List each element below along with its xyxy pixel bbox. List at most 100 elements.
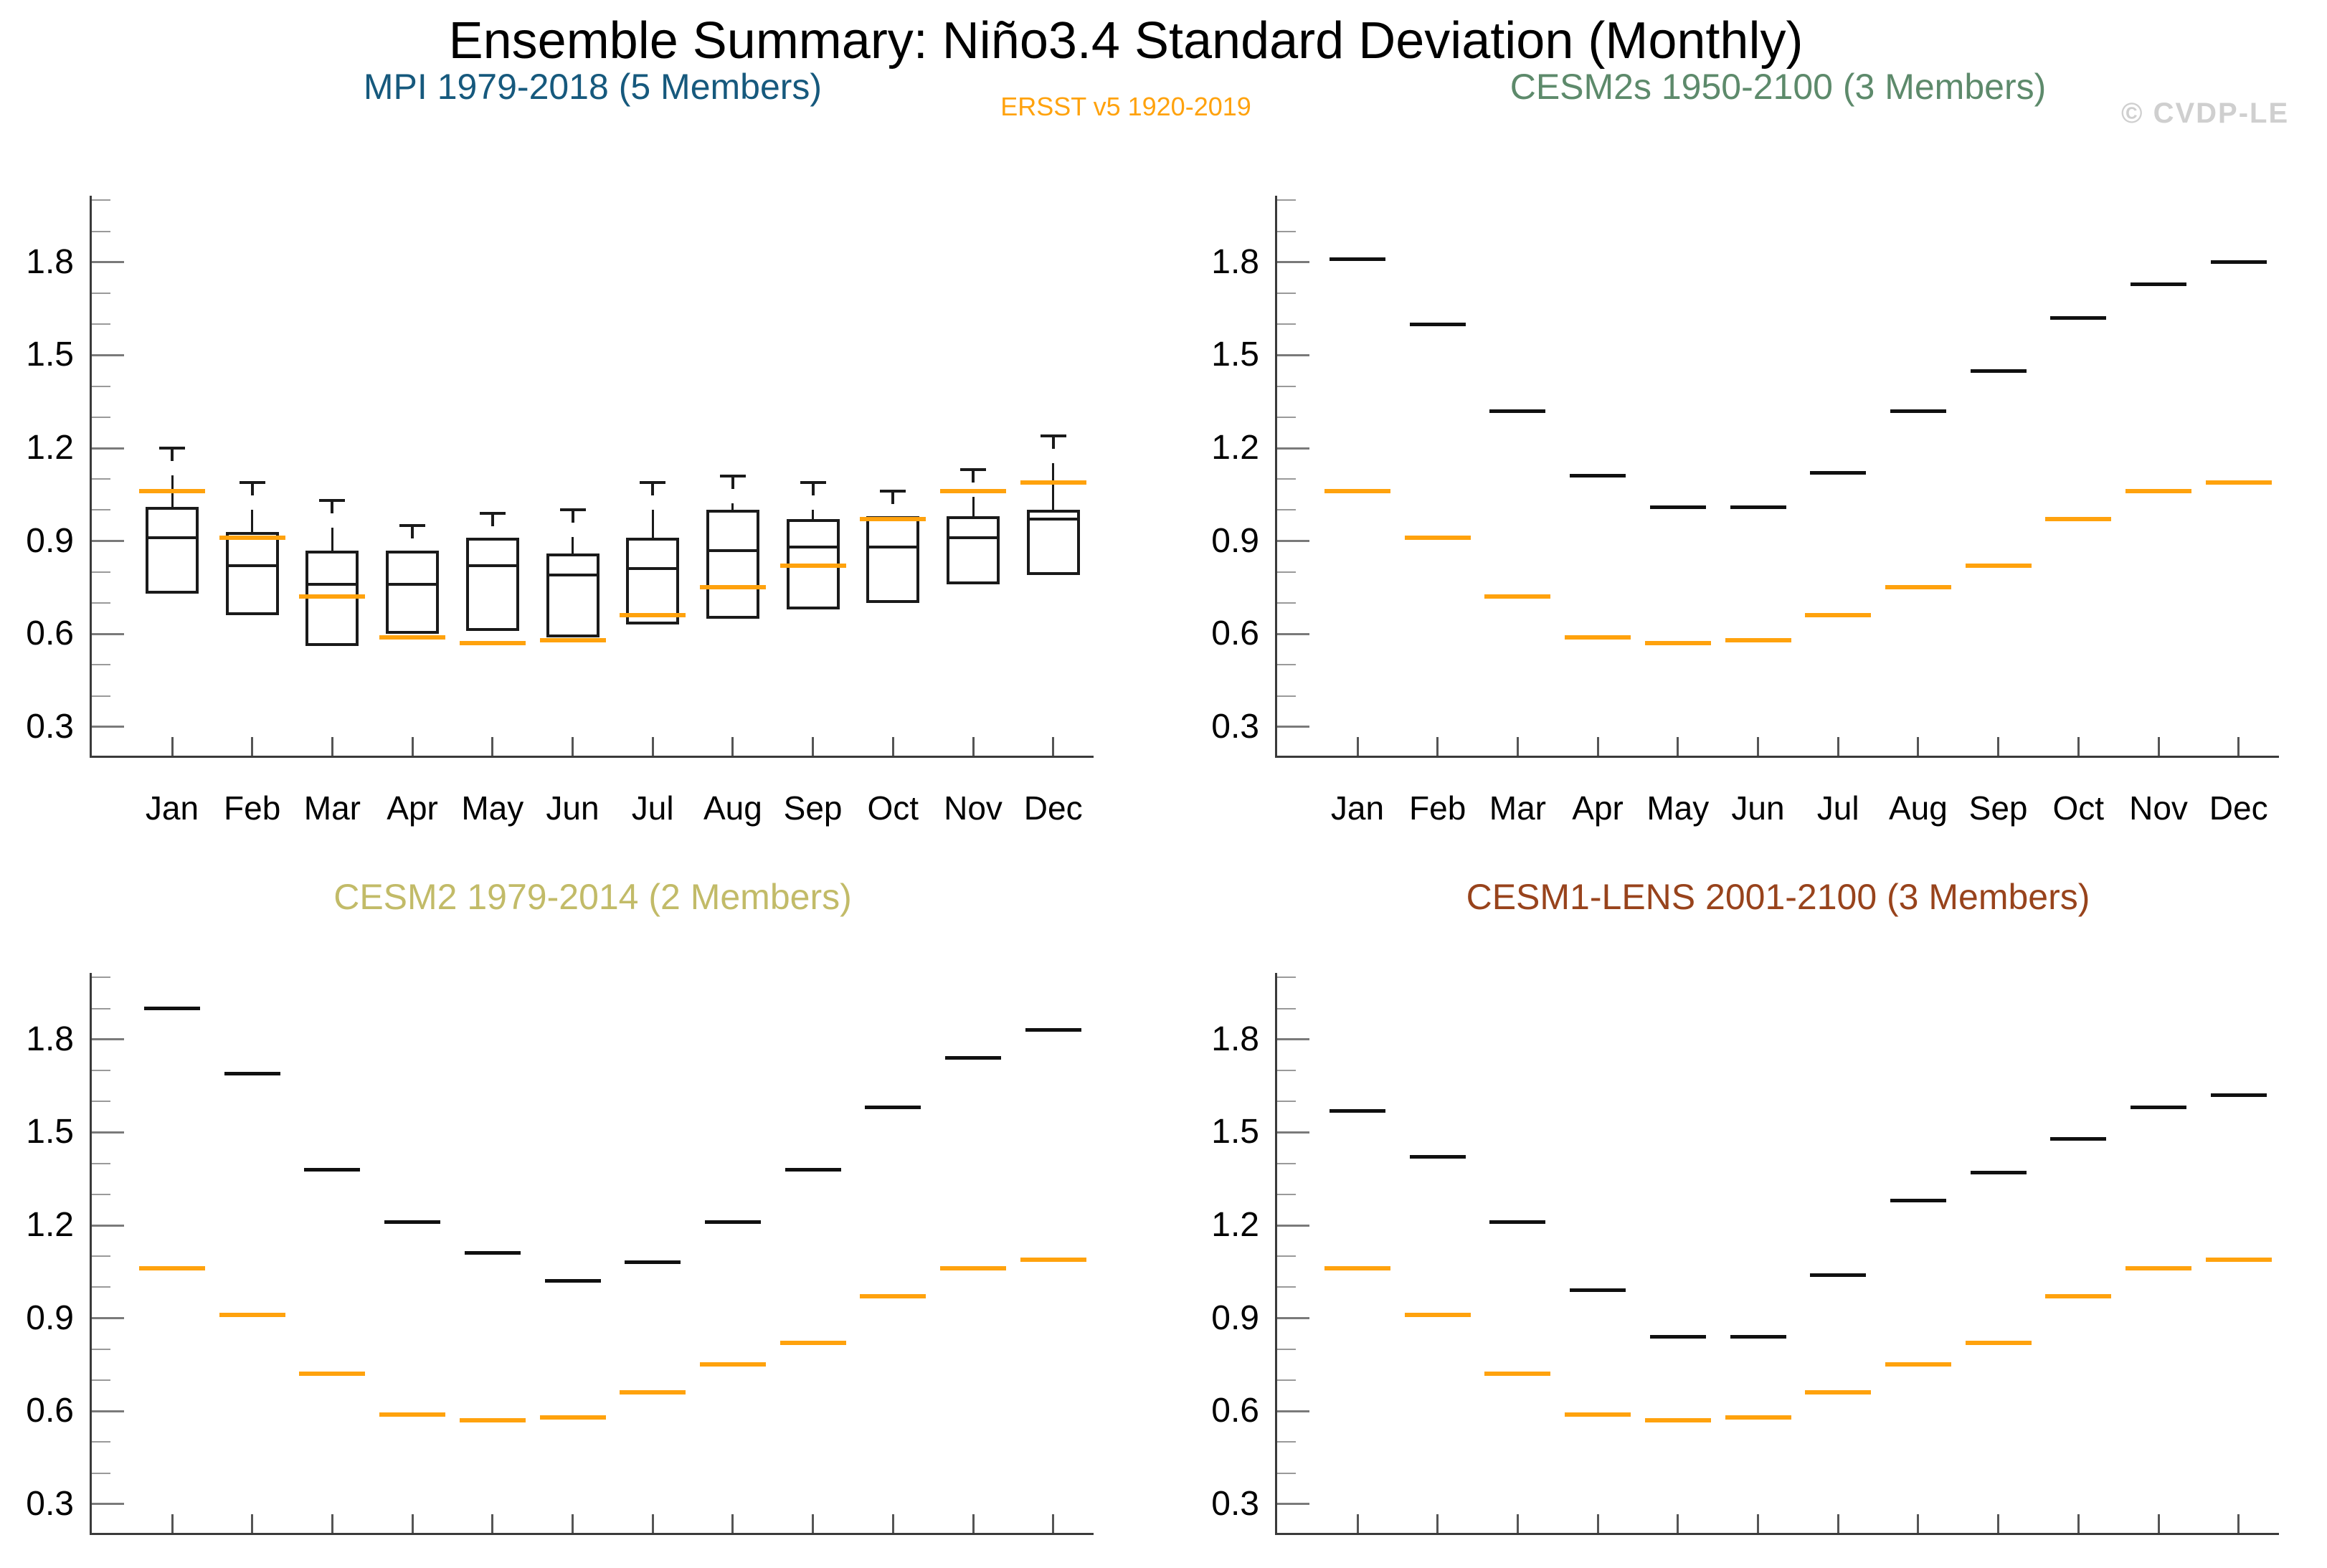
y-minor-tick [1277, 1101, 1296, 1103]
box-iqr [546, 553, 599, 637]
x-month-tick [1837, 1514, 1839, 1533]
y-minor-tick [92, 293, 110, 294]
obs-dash [1404, 1313, 1471, 1318]
x-month-tick [1356, 1514, 1359, 1533]
x-month-tick [812, 1514, 815, 1533]
whisker-stub [490, 513, 494, 526]
x-axis-spine [1275, 756, 2279, 758]
box-iqr [626, 538, 680, 625]
x-month-tick [251, 1514, 254, 1533]
y-tick-label: 0.9 [26, 1298, 74, 1337]
whisker-line [1052, 462, 1055, 510]
y-minor-tick [1277, 478, 1296, 480]
obs-dash [1020, 1257, 1086, 1262]
y-major-tick [1277, 1038, 1309, 1041]
x-month-label: Jan [145, 789, 199, 827]
x-month-tick [331, 1514, 333, 1533]
whisker-line [731, 503, 734, 510]
x-month-label: Dec [1023, 789, 1083, 827]
obs-dash [139, 1266, 205, 1271]
y-major-tick [1277, 447, 1309, 450]
obs-dash [1885, 585, 1951, 590]
y-minor-tick [92, 1348, 110, 1350]
y-major-tick [92, 1131, 124, 1134]
x-month-tick [2077, 1514, 2080, 1533]
x-month-label: Sep [1956, 1567, 2042, 1568]
y-minor-tick [92, 664, 110, 666]
ensemble-dash [2050, 1136, 2107, 1141]
y-minor-tick [1277, 1007, 1296, 1009]
box-median [225, 564, 279, 568]
box-iqr [866, 516, 920, 603]
obs-dash [860, 1294, 926, 1299]
x-month-tick [411, 737, 414, 756]
obs-dash [539, 637, 606, 642]
ensemble-dash [1570, 474, 1626, 478]
y-minor-tick [1277, 199, 1296, 201]
box-iqr [947, 516, 1000, 585]
x-month-tick [731, 1514, 734, 1533]
box-iqr [146, 507, 199, 594]
x-month-tick [1917, 737, 1920, 756]
panel-title-cesm2s: CESM2s 1950-2100 (3 Members) [1510, 67, 2047, 107]
obs-dash [860, 517, 926, 522]
x-month-label: Feb [1395, 1567, 1481, 1568]
y-tick-label: 0.6 [1211, 1392, 1259, 1430]
obs-dash [139, 489, 205, 494]
x-month-tick [1052, 737, 1055, 756]
x-month-label: Aug [690, 1567, 776, 1568]
x-month-label: Jun [1715, 1567, 1801, 1568]
ensemble-dash [1570, 1288, 1626, 1293]
box-iqr [706, 510, 759, 619]
whisker-stub [651, 482, 655, 495]
x-month-label: Jun [530, 1567, 616, 1568]
ensemble-dash [625, 1260, 681, 1265]
y-tick-label: 0.6 [26, 614, 74, 653]
ensemble-dash [304, 1167, 361, 1172]
panel-title-mpi: MPI 1979-2018 (5 Members) [363, 67, 823, 107]
y-minor-tick [1277, 1193, 1296, 1195]
ensemble-dash [544, 1279, 601, 1283]
x-month-tick [331, 737, 333, 756]
x-month-tick [2157, 1514, 2160, 1533]
y-minor-tick [1277, 1441, 1296, 1443]
x-month-tick [251, 737, 254, 756]
x-month-tick [972, 737, 975, 756]
x-month-label: Dec [1010, 1567, 1096, 1568]
obs-dash [1805, 613, 1872, 618]
ensemble-dash [224, 1071, 280, 1075]
y-minor-tick [92, 1162, 110, 1164]
y-major-tick [1277, 1317, 1309, 1320]
obs-dash [2125, 489, 2191, 494]
box-median [947, 536, 1000, 540]
obs-dash [1484, 594, 1551, 599]
ensemble-dash [865, 1106, 921, 1110]
y-minor-tick [92, 1255, 110, 1258]
ensemble-dash [1649, 1335, 1706, 1339]
panel-title-cesm2: CESM2 1979-2014 (2 Members) [333, 877, 852, 917]
x-month-label: Jun [546, 789, 599, 827]
x-month-label: Oct [850, 1567, 936, 1568]
obs-dash [1644, 641, 1711, 646]
y-major-tick [1277, 540, 1309, 543]
y-tick-label: 1.5 [1211, 1113, 1259, 1151]
y-axis-spine [90, 196, 92, 758]
y-tick-label: 1.8 [26, 1020, 74, 1058]
x-month-label: Sep [783, 789, 843, 827]
x-month-label: Feb [224, 789, 281, 827]
obs-dash [620, 613, 686, 618]
y-tick-label: 0.9 [1211, 521, 1259, 560]
obs-dash [2205, 480, 2272, 485]
x-month-tick [1052, 1514, 1055, 1533]
x-month-tick [651, 737, 654, 756]
obs-dash [459, 641, 526, 646]
ensemble-dash [1810, 1273, 1867, 1277]
y-axis-spine [1275, 973, 1277, 1535]
x-month-label: Jan [1330, 789, 1385, 827]
whisker-stub [331, 500, 334, 514]
x-month-label: May [1646, 789, 1710, 827]
obs-dash [1965, 1341, 2032, 1346]
box-median [546, 574, 599, 577]
ensemble-dash [1025, 1028, 1081, 1032]
